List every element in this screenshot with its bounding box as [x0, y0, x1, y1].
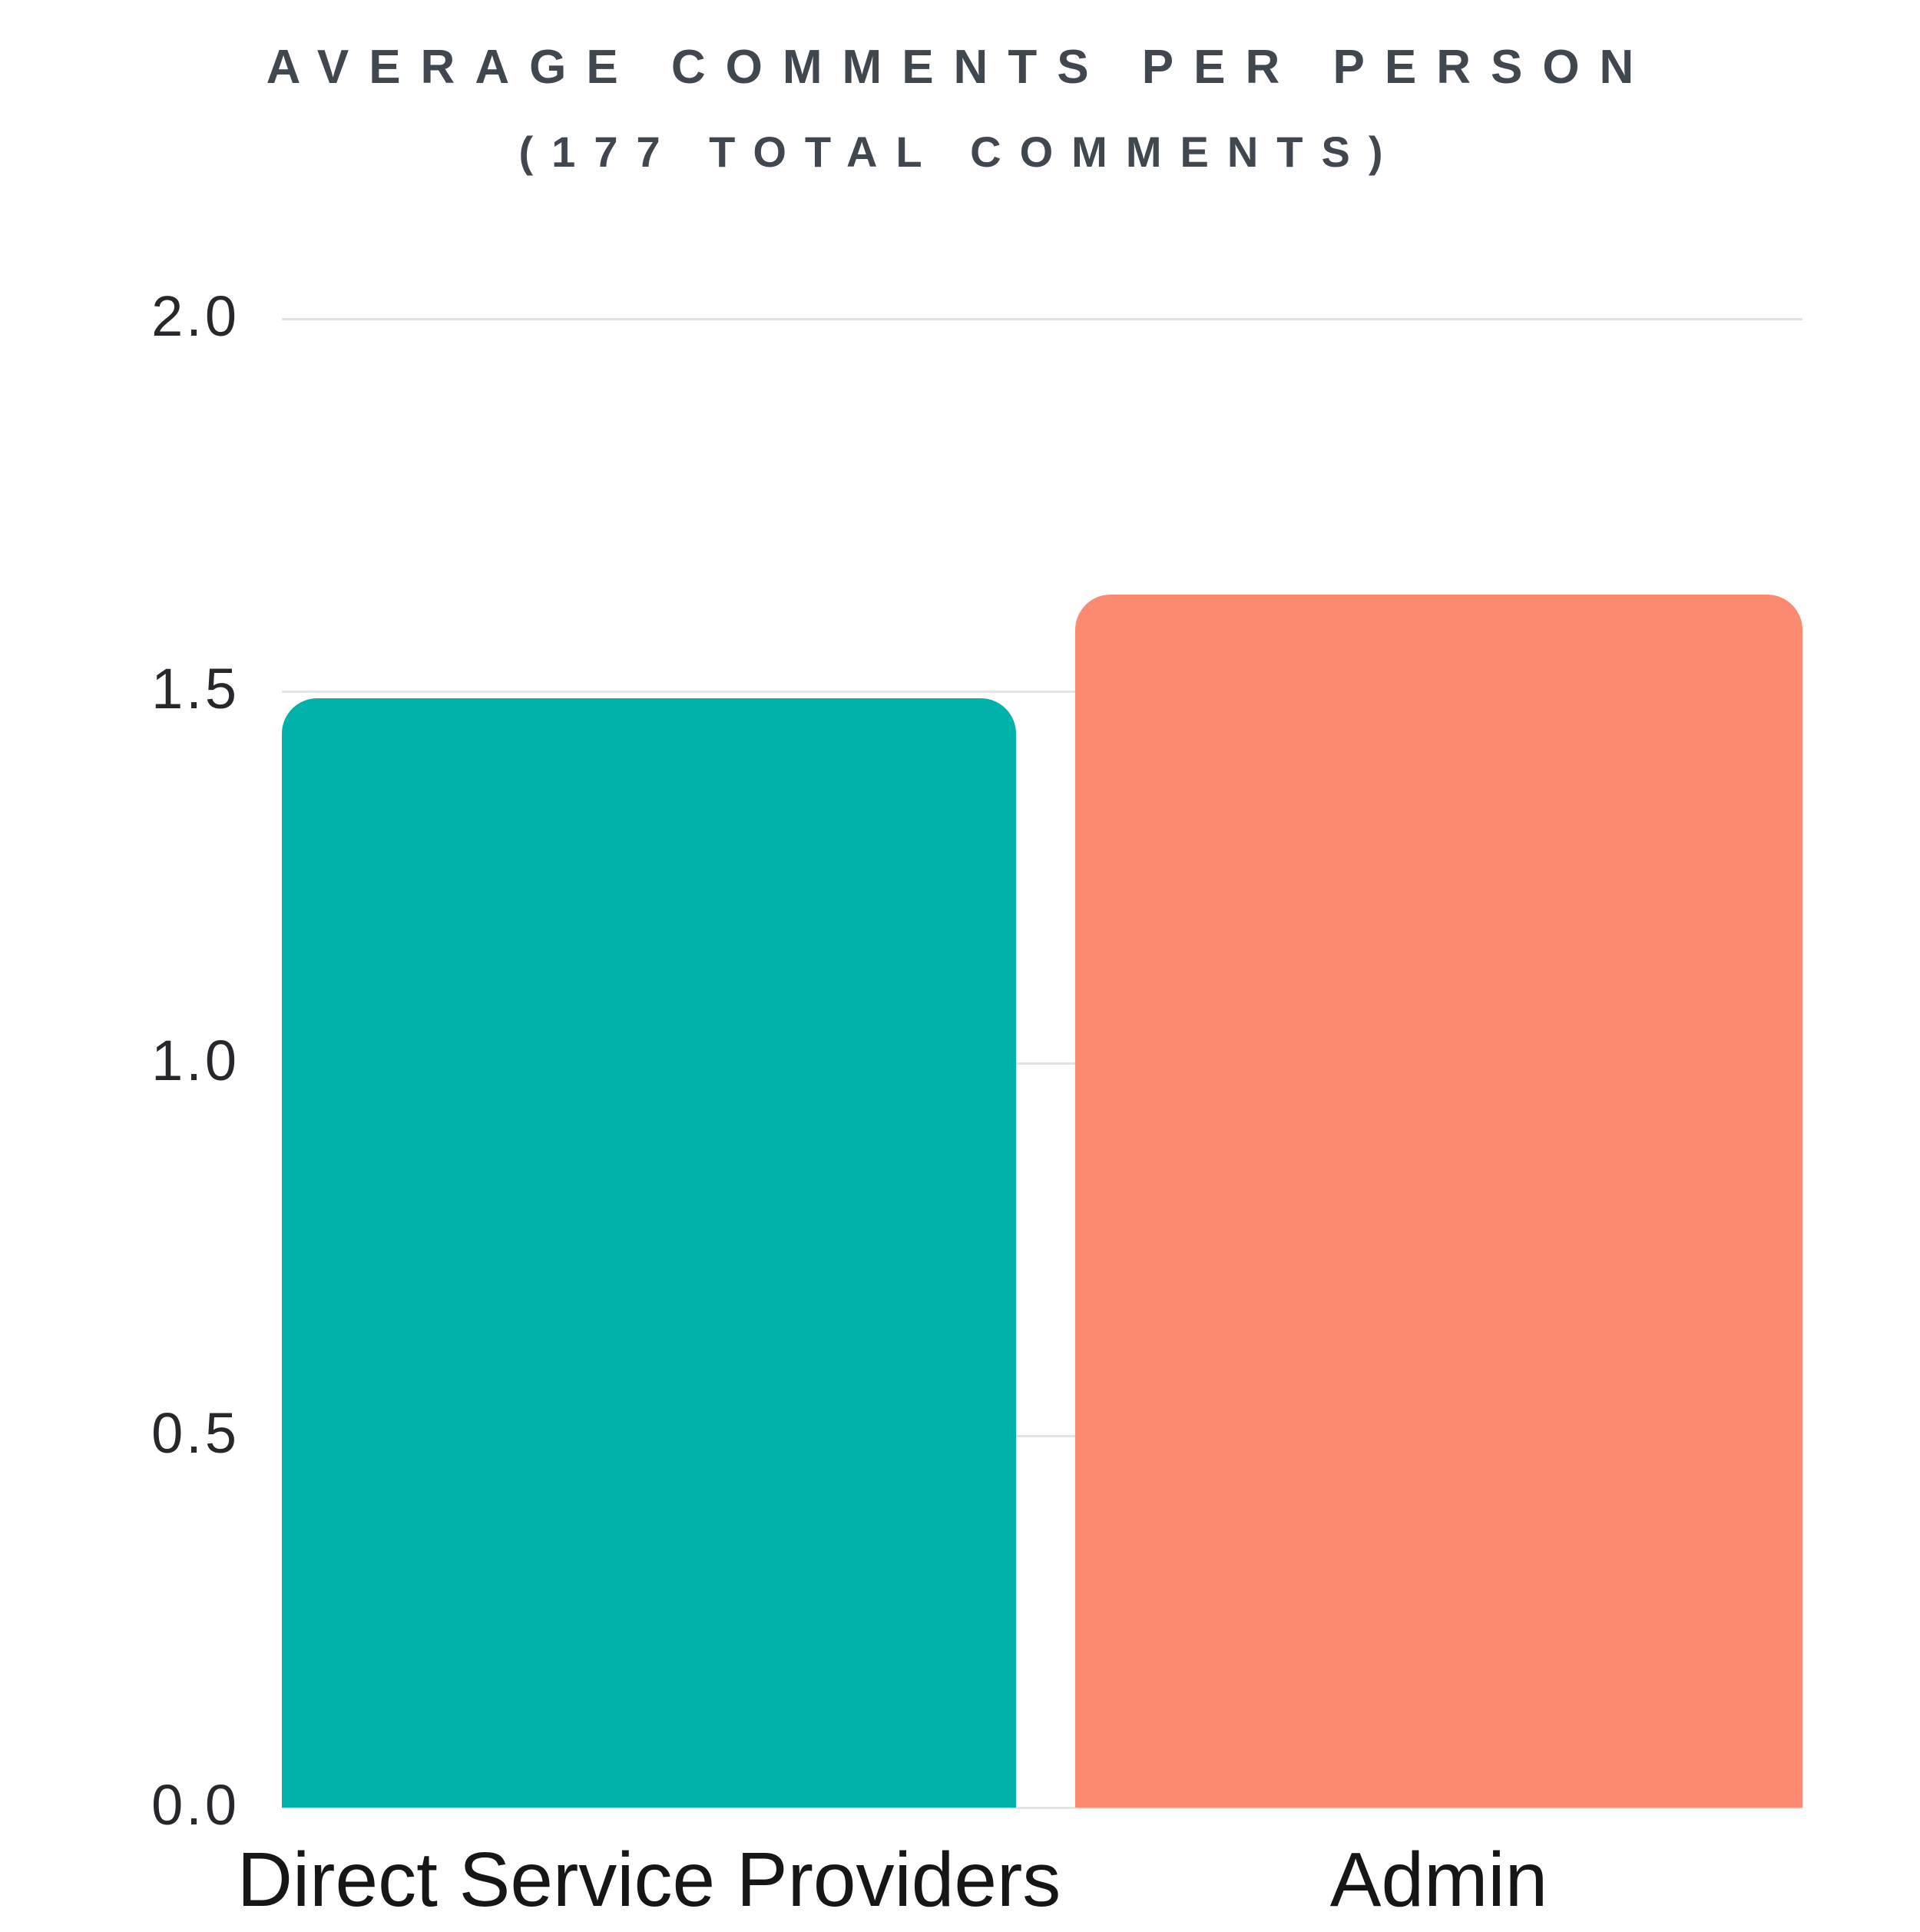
y-tick-label: 0.5	[151, 1400, 240, 1465]
bar-admin	[1075, 594, 1802, 1808]
chart-title-subtitle: (177 TOTAL COMMENTS)	[518, 128, 1402, 176]
gridline	[282, 1062, 1802, 1065]
y-tick-label: 1.0	[151, 1029, 240, 1093]
bar-direct-service-providers	[282, 698, 1016, 1808]
chart-title: AVERAGE COMMENTS PER PERSON (177 TOTAL C…	[0, 40, 1920, 177]
gridline	[282, 1434, 1802, 1437]
gridline	[282, 1807, 1802, 1809]
gridline	[282, 318, 1802, 320]
gridline	[282, 690, 1802, 693]
x-axis-label: Direct Service Providers	[237, 1837, 1061, 1923]
chart-title-line1: AVERAGE COMMENTS PER PERSON	[266, 41, 1654, 94]
y-tick-label: 2.0	[151, 284, 240, 349]
x-axis-label: Admin	[1329, 1837, 1548, 1923]
y-tick-label: 0.0	[151, 1773, 240, 1838]
y-tick-label: 1.5	[151, 656, 240, 721]
